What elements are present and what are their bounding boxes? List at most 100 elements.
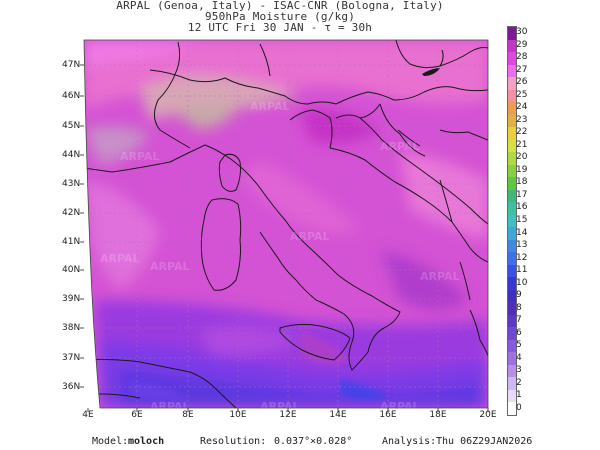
- color-scale-label: 30: [516, 27, 528, 38]
- color-scale-label: 14: [516, 227, 528, 238]
- color-swatch: [508, 402, 516, 416]
- svg-text:ARPAL: ARPAL: [420, 270, 460, 283]
- color-swatch: [508, 302, 516, 316]
- model-value: moloch: [128, 436, 165, 447]
- lat-label: 38N: [62, 323, 81, 333]
- svg-text:ARPAL: ARPAL: [380, 140, 420, 153]
- color-scale-label: 18: [516, 177, 528, 188]
- color-swatch: [508, 27, 516, 41]
- lat-label: 42N: [62, 208, 81, 218]
- color-swatch: [508, 127, 516, 141]
- svg-text:ARPAL: ARPAL: [260, 400, 300, 413]
- graticule: [84, 40, 488, 408]
- header-field: 950hPa Moisture (g/kg): [204, 10, 356, 23]
- color-scale-label: 8: [516, 302, 522, 313]
- color-swatch: [508, 364, 516, 378]
- lon-label: 6E: [131, 410, 143, 420]
- color-swatch: [508, 327, 516, 341]
- color-swatch: [508, 152, 516, 166]
- color-scale-label: 7: [516, 315, 522, 326]
- color-scale-label: 13: [516, 240, 528, 251]
- color-scale-label: 4: [516, 352, 522, 363]
- svg-text:ARPAL: ARPAL: [290, 230, 330, 243]
- color-scale-label: 15: [516, 215, 528, 225]
- color-scale: [507, 26, 517, 416]
- lon-label: 12E: [279, 410, 297, 420]
- color-swatch: [508, 252, 516, 266]
- color-scale-label: 1: [516, 390, 522, 401]
- svg-text:ARPAL: ARPAL: [100, 252, 140, 265]
- color-scale-label: 5: [516, 340, 522, 351]
- color-scale-label: 11: [516, 265, 528, 276]
- color-swatch: [508, 189, 516, 203]
- lat-label: 46N: [62, 91, 81, 101]
- color-swatch: [508, 52, 516, 66]
- svg-text:ARPAL: ARPAL: [150, 260, 190, 273]
- color-swatch: [508, 389, 516, 403]
- lat-label: 41N: [62, 237, 81, 247]
- svg-text:ARPAL: ARPAL: [150, 400, 190, 413]
- axis-ticks: [80, 64, 489, 412]
- lat-label: 40N: [62, 265, 81, 275]
- color-scale-label: 6: [516, 327, 522, 338]
- resolution-value: 0.037°×0.028°: [274, 436, 353, 447]
- color-swatch: [508, 289, 516, 303]
- lat-label: 43N: [62, 179, 81, 189]
- lon-label: 14E: [329, 410, 347, 420]
- svg-text:ARPAL: ARPAL: [380, 400, 420, 413]
- lat-label: 36N: [62, 382, 81, 392]
- color-scale-label: 10: [516, 277, 528, 288]
- color-swatch: [508, 227, 516, 241]
- model-label: Model:: [92, 436, 129, 447]
- svg-text:ARPAL: ARPAL: [250, 100, 290, 113]
- color-scale-label: 27: [516, 64, 528, 75]
- color-scale-label: 12: [516, 252, 528, 263]
- color-swatch: [508, 202, 516, 216]
- color-swatch: [508, 139, 516, 153]
- moisture-field: ARPAL ARPAL ARPAL ARPAL ARPAL ARPAL ARPAL AR…: [84, 40, 488, 413]
- lon-label: 16E: [379, 410, 397, 420]
- color-scale-label: 28: [516, 52, 528, 63]
- color-scale-label: 9: [516, 290, 522, 301]
- color-scale-label: 0: [516, 402, 522, 413]
- lake-balaton: [422, 68, 440, 76]
- color-scale-label: 20: [516, 152, 528, 163]
- resolution-label: Resolution:: [200, 436, 267, 447]
- color-swatch: [508, 89, 516, 103]
- color-swatch: [508, 339, 516, 353]
- map-frame: [83, 39, 489, 409]
- lat-label: 45N: [62, 121, 81, 131]
- color-scale-label: 17: [516, 189, 528, 200]
- color-swatch: [508, 314, 516, 328]
- lon-label: 4E: [82, 410, 94, 420]
- color-swatch: [508, 164, 516, 178]
- lat-label: 37N: [62, 353, 81, 363]
- color-swatch: [508, 239, 516, 253]
- lon-label: 8E: [182, 410, 194, 420]
- color-scale-label: 29: [516, 39, 528, 50]
- color-scale-label: 24: [516, 102, 528, 113]
- color-scale-label: 22: [516, 127, 528, 138]
- color-scale-label: 23: [516, 114, 528, 125]
- color-swatch: [508, 64, 516, 78]
- color-swatch: [508, 177, 516, 191]
- color-swatch: [508, 77, 516, 91]
- svg-text:ARPAL: ARPAL: [120, 150, 160, 163]
- color-swatch: [508, 264, 516, 278]
- color-swatch: [508, 214, 516, 228]
- lon-label: 20E: [479, 410, 497, 420]
- lon-label: 18E: [429, 410, 447, 420]
- color-swatch: [508, 39, 516, 53]
- color-scale-label: 2: [516, 377, 522, 388]
- lat-label: 39N: [62, 294, 81, 304]
- color-scale-label: 3: [516, 365, 522, 376]
- color-scale-label: 16: [516, 202, 528, 213]
- color-swatch: [508, 114, 516, 128]
- color-swatch: [508, 377, 516, 391]
- color-scale-label: 21: [516, 139, 528, 150]
- analysis-label: Analysis:: [382, 436, 437, 447]
- coastlines: [84, 40, 488, 408]
- lat-label: 44N: [62, 150, 81, 160]
- lat-label: 47N: [62, 60, 81, 70]
